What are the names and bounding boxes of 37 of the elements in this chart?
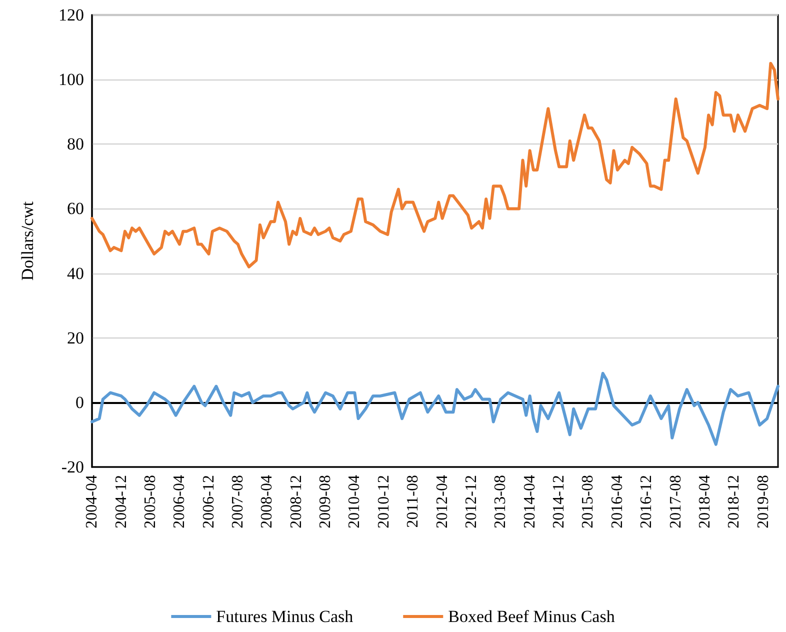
legend-label: Futures Minus Cash: [216, 607, 354, 626]
line-series: [90, 372, 780, 446]
y-tick-label: 80: [67, 134, 84, 154]
x-tick-label: 2008-04: [258, 475, 276, 528]
line-series: [90, 62, 780, 268]
x-tick-label: 2018-04: [696, 475, 714, 528]
y-tick-label: 0: [76, 392, 84, 412]
legend-label: Boxed Beef Minus Cash: [448, 607, 616, 626]
x-tick-label: 2010-12: [375, 475, 392, 528]
x-tick-label: 2016-04: [608, 475, 626, 528]
x-tick-label: 2012-04: [434, 475, 451, 528]
y-tick-label: 100: [58, 70, 84, 90]
y-tick-label: 20: [67, 328, 84, 348]
x-tick-label: 2007-08: [229, 475, 246, 528]
x-tick-label: 2005-08: [142, 475, 159, 528]
x-tick-label: 2004-12: [112, 475, 130, 528]
x-tick-label: 2015-08: [580, 475, 597, 528]
x-tick-label: 2008-12: [288, 475, 305, 528]
x-tick-label: 2014-12: [550, 475, 568, 528]
x-tick-label: 2004-04: [84, 475, 100, 528]
x-tick-label: 2006-04: [171, 475, 188, 528]
x-tick-label: 2010-04: [346, 475, 364, 528]
y-tick-label: 60: [67, 199, 84, 218]
x-tick-label: 2017-08: [667, 475, 684, 528]
y-tick-label: 40: [67, 264, 84, 283]
x-tick-label: 2012-12: [463, 475, 480, 528]
y-tick-label: 120: [58, 6, 84, 24]
x-tick-label: 2011-08: [404, 475, 422, 528]
x-tick-label: 2013-08: [492, 475, 510, 528]
x-tick-label: 2016-12: [638, 475, 656, 528]
x-tick-label: 2019-08: [754, 475, 772, 528]
x-tick-label: 2006-12: [200, 475, 218, 528]
y-tick-label: -20: [61, 458, 84, 476]
x-tick-label: 2018-12: [726, 475, 743, 528]
y-axis-title: Dollars/cwt: [18, 201, 37, 281]
x-tick-label: 2009-08: [317, 475, 334, 528]
x-tick-label: 2014-04: [521, 475, 538, 528]
